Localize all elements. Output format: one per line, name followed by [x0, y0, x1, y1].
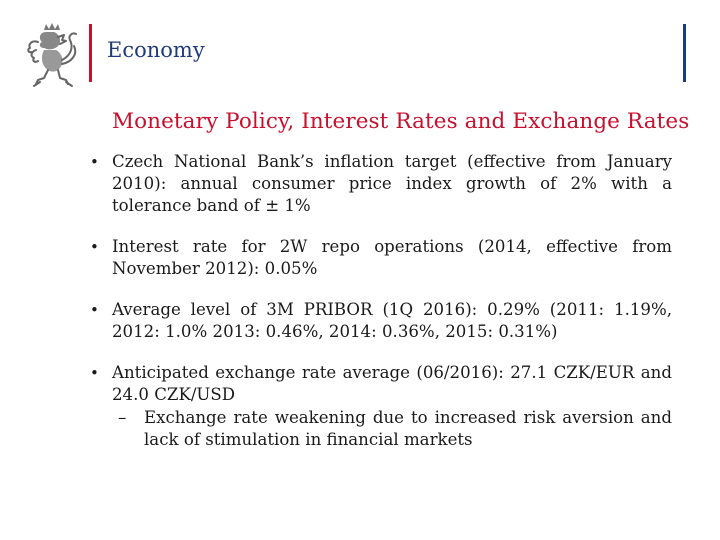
bullet-text: Average level of 3M PRIBOR (1Q 2016): 0.… [112, 300, 672, 341]
sub-bullet-list: Exchange rate weakening due to increased… [112, 407, 672, 451]
bullet-pribor: Average level of 3M PRIBOR (1Q 2016): 0.… [88, 299, 672, 343]
bullet-inflation-target: Czech National Bank’s inflation target (… [88, 151, 672, 217]
sub-bullet-item: Exchange rate weakening due to increased… [112, 407, 672, 451]
header-divider-blue [683, 24, 686, 82]
czech-lion-icon [27, 23, 77, 87]
bullet-text: Czech National Bank’s inflation target (… [112, 152, 672, 215]
bullet-text: Anticipated exchange rate average (06/20… [112, 363, 672, 404]
bullet-repo-rate: Interest rate for 2W repo operations (20… [88, 236, 672, 280]
bullet-exchange-rate: Anticipated exchange rate average (06/20… [88, 362, 672, 451]
section-title: Economy [107, 38, 205, 62]
bullet-list: Czech National Bank’s inflation target (… [88, 151, 672, 470]
slide-title: Monetary Policy, Interest Rates and Exch… [112, 109, 690, 134]
bullet-text: Interest rate for 2W repo operations (20… [112, 237, 672, 278]
header-divider-red [89, 24, 92, 82]
sub-bullet-text: Exchange rate weakening due to increased… [144, 408, 672, 449]
